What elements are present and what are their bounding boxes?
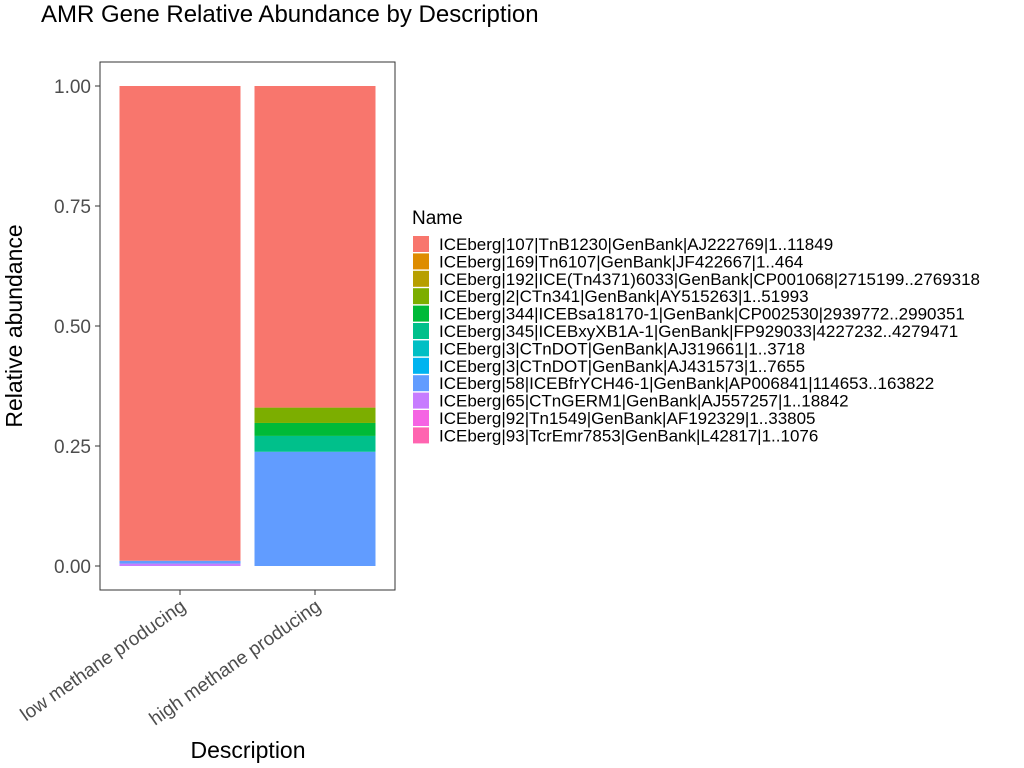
bar-segment: [254, 451, 376, 566]
y-axis: 0.00 0.25 0.50 0.75 1.00: [54, 77, 100, 578]
bar-segment: [254, 435, 376, 452]
bar-segment: [119, 560, 241, 564]
bar-segment: [254, 407, 376, 423]
legend-label: ICEberg|3|CTnDOT|GenBank|AJ431573|1..765…: [439, 357, 805, 376]
y-tick-label: 0.00: [54, 557, 91, 578]
bar-stack-group: [119, 86, 376, 566]
bar-segment: [254, 86, 376, 408]
bar-segment: [119, 563, 241, 566]
legend-label: ICEberg|2|CTn341|GenBank|AY515263|1..519…: [439, 287, 809, 306]
y-tick-label: 0.75: [54, 197, 91, 218]
y-tick-label: 1.00: [54, 77, 91, 98]
legend-label: ICEberg|192|ICE(Tn4371)6033|GenBank|CP00…: [439, 270, 980, 289]
legend-label: ICEberg|3|CTnDOT|GenBank|AJ319661|1..371…: [439, 339, 805, 358]
legend-swatch: [413, 340, 429, 357]
legend-label: ICEberg|344|ICEBsa18170-1|GenBank|CP0025…: [439, 305, 965, 324]
legend-swatch: [413, 253, 429, 270]
legend-swatch: [413, 410, 429, 426]
legend-label: ICEberg|92|Tn1549|GenBank|AF192329|1..33…: [439, 409, 816, 428]
legend-swatch: [413, 427, 429, 444]
y-tick-label: 0.25: [54, 437, 91, 458]
y-axis-title: Relative abundance: [1, 224, 27, 427]
legend-label: ICEberg|58|ICEBfrYCH46-1|GenBank|AP00684…: [439, 374, 934, 393]
legend-label: ICEberg|65|CTnGERM1|GenBank|AJ557257|1..…: [439, 392, 849, 411]
legend-swatch: [413, 270, 429, 287]
legend-swatch: [413, 236, 429, 252]
legend-label: ICEberg|345|ICEBxyXB1A-1|GenBank|FP92903…: [439, 322, 958, 341]
bar-segment: [254, 422, 376, 436]
legend-label: ICEberg|93|TcrEmr7853|GenBank|L42817|1..…: [439, 426, 818, 445]
legend-swatch: [413, 305, 429, 322]
y-tick-label: 0.50: [54, 317, 91, 338]
legend-swatch: [413, 323, 429, 339]
legend-swatch: [413, 392, 429, 409]
legend: Name ICEberg|107|TnB1230|GenBank|AJ22276…: [412, 208, 980, 445]
legend-title: Name: [412, 208, 463, 229]
legend-label: ICEberg|107|TnB1230|GenBank|AJ222769|1..…: [439, 235, 833, 254]
legend-label: ICEberg|169|Tn6107|GenBank|JF422667|1..4…: [439, 252, 803, 271]
x-axis-title: Description: [190, 737, 305, 763]
legend-swatch: [413, 357, 429, 374]
legend-swatch: [413, 288, 429, 305]
legend-swatch: [413, 375, 429, 392]
chart-title: AMR Gene Relative Abundance by Descripti…: [41, 1, 539, 28]
bar-segment: [119, 86, 241, 561]
